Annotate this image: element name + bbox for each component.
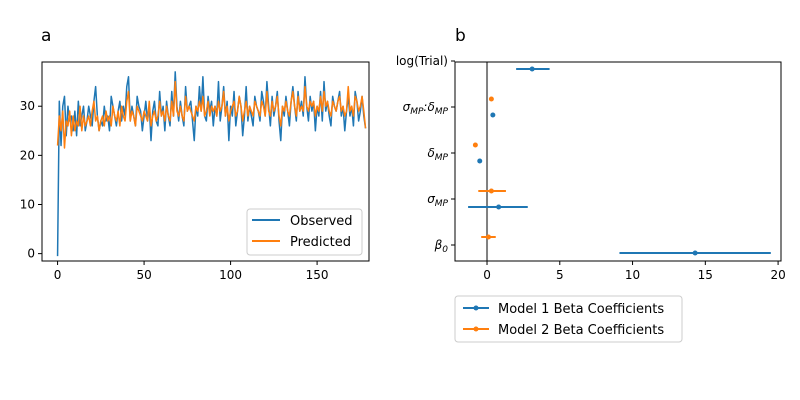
category-label: log(Trial): [396, 54, 448, 68]
panel-b-legend-box: [454, 295, 683, 343]
x-tick-label: 5: [556, 268, 564, 282]
estimate-point-model2-0: [485, 234, 491, 240]
panel-b-chart: 0 5 10 15 20 β0 σMP δMP σMP:δMP log(Trial) Model…: [396, 54, 786, 343]
estimate-point-model2-2: [472, 142, 478, 148]
estimate-point-model1-2: [477, 158, 483, 164]
x-tick-label: 20: [770, 268, 785, 282]
x-tick-label: 150: [306, 268, 329, 282]
estimate-point-model1-0: [692, 250, 698, 256]
y-tick-label: 30: [20, 99, 35, 113]
legend-model1-marker: [473, 305, 479, 311]
panel-b-label: b: [455, 26, 466, 46]
legend-model2-label: Model 2 Beta Coefficients: [498, 323, 664, 338]
legend-model2-marker: [473, 326, 479, 332]
panel-a-frame: [41, 61, 370, 262]
category-label: σMP:δMP: [403, 100, 449, 117]
legend-predicted-label: Predicted: [290, 235, 351, 250]
y-tick-label: 0: [27, 247, 35, 261]
panel-a-label: a: [41, 26, 51, 46]
estimate-point-model1-3: [490, 112, 496, 118]
legend-observed-label: Observed: [290, 214, 353, 229]
panel-a-chart: 0 50 100 150 0 10 20 30 Observed Predicted: [20, 61, 370, 282]
estimate-point-model2-3: [488, 96, 494, 102]
estimate-point-model1-1: [496, 204, 502, 210]
x-tick-label: 15: [698, 268, 713, 282]
category-label: β0: [434, 238, 449, 255]
x-tick-label: 100: [219, 268, 242, 282]
category-label: σMP: [427, 192, 448, 209]
panel-b-legend: Model 1 Beta Coefficients Model 2 Beta C…: [454, 295, 683, 343]
y-tick-label: 20: [20, 148, 35, 162]
category-label: δMP: [427, 146, 448, 163]
x-tick-label: 50: [136, 268, 151, 282]
y-tick-label: 10: [20, 197, 35, 211]
x-tick-label: 0: [483, 268, 491, 282]
panel-b-frame: [454, 61, 782, 262]
panel-a-legend: Observed Predicted: [246, 208, 363, 256]
series-line-predicted: [56, 80, 367, 149]
x-tick-label: 10: [625, 268, 640, 282]
legend-model1-label: Model 1 Beta Coefficients: [498, 302, 664, 317]
x-tick-label: 0: [54, 268, 62, 282]
estimate-point-model2-1: [488, 188, 494, 194]
estimate-point-model1-4: [529, 66, 535, 72]
